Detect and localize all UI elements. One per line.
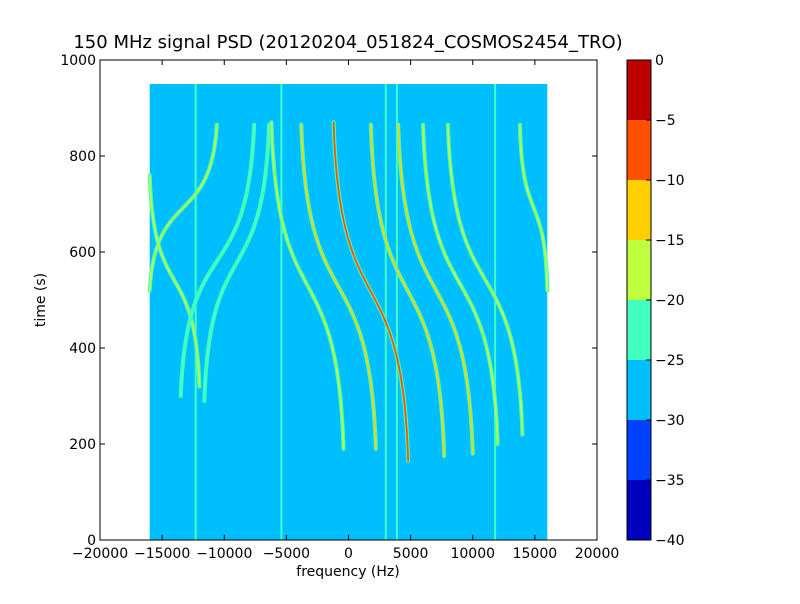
y-tick-label: 600 [69,245,96,261]
x-tick-label: 20000 [575,546,620,562]
colorbar-segment [627,60,651,120]
heatmap-background [149,84,548,540]
x-tick-label: 10000 [450,546,495,562]
doppler-trace [270,121,345,450]
colorbar-label: −40 [655,533,685,549]
doppler-trace [422,123,499,445]
x-tick-label: 5000 [393,546,429,562]
y-axis-label: time (s) [33,273,49,327]
colorbar-label: −35 [655,473,685,489]
doppler-trace [397,123,474,455]
doppler-trace [148,174,201,388]
x-axis: −20000 −15000 −10000 −5000 0 5000 10000 15000 20… [72,60,619,562]
colorbar-segment [627,120,651,180]
y-tick-label: 200 [69,437,96,453]
y-tick-label: 1000 [60,53,96,69]
doppler-trace [369,123,446,457]
x-tick-label: −20000 [72,546,128,562]
colorbar-segment [627,480,651,540]
colorbar-segment [627,240,651,300]
colorbar-label: −5 [655,113,676,129]
colorbar-segment [627,180,651,240]
doppler-trace [203,123,270,402]
doppler-trace [300,123,377,450]
y-tick-label: 800 [69,149,96,165]
y-tick-label: 400 [69,341,96,357]
doppler-trace [179,123,255,397]
doppler-trace [447,123,524,436]
x-tick-label: −15000 [134,546,190,562]
colorbar-segment [627,420,651,480]
colorbar-segment [627,300,651,360]
colorbar-label: −30 [655,413,685,429]
x-tick-label: 0 [344,546,353,562]
colorbar-segment [627,360,651,420]
doppler-trace [148,123,218,292]
colorbar-label: −15 [655,233,685,249]
x-tick-label: 15000 [513,546,558,562]
colorbar-label: −10 [655,173,685,189]
doppler-trace [332,121,410,462]
doppler-trace [519,123,549,292]
colorbar-label: −25 [655,353,685,369]
heatmap-layer [147,84,550,540]
colorbar: 0 −5 −10 −15 −20 −25 −30 −35 −40 [626,53,685,549]
x-axis-label: frequency (Hz) [296,564,399,580]
chart-title: 150 MHz signal PSD (20120204_051824_COSM… [73,32,622,53]
colorbar-label: 0 [655,53,664,69]
y-tick-label: 0 [87,533,96,549]
colorbar-label: −20 [655,293,685,309]
y-axis: 0 200 400 600 800 1000 [60,53,597,549]
x-tick-label: −5000 [263,546,310,562]
x-tick-label: −10000 [196,546,252,562]
